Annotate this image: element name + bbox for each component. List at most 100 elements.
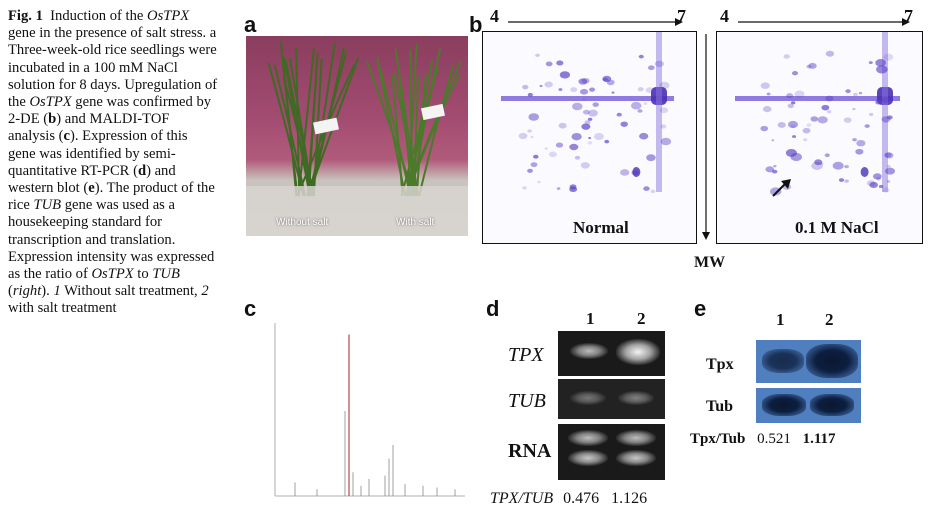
caption-run: e — [88, 180, 95, 197]
gel-spot — [794, 90, 805, 98]
e-ratio-label: Tpx/Tub — [690, 431, 746, 447]
gel-spot — [522, 186, 527, 190]
gel-normal-label: Normal — [573, 218, 629, 237]
e-ratio-2: 1.117 — [802, 431, 836, 447]
gel-streak — [656, 32, 662, 192]
panel-d-letter: d — [486, 296, 500, 321]
rice-leaf — [306, 53, 319, 197]
gel-spot — [866, 180, 876, 187]
gel-spot — [556, 187, 561, 190]
gel-spot — [574, 155, 581, 160]
gel-nacl: 0.1 M NaCl — [716, 31, 923, 244]
ph-start-label-right: 4 — [720, 6, 729, 26]
gel-spot — [539, 84, 543, 87]
gel-spot — [762, 106, 772, 113]
gel-spot — [637, 87, 644, 92]
gel-spot — [558, 122, 567, 129]
mw-axis-label: MW — [694, 254, 726, 271]
caption-run: c — [63, 128, 71, 145]
gel-spot — [886, 180, 891, 183]
d-lane-2: 2 — [637, 309, 646, 328]
gel-spot — [808, 62, 817, 69]
arrow-icon — [772, 179, 791, 197]
gel-spot — [620, 121, 628, 127]
gel-spot — [876, 65, 888, 74]
gel-spot — [544, 81, 553, 88]
d-ratio-2: 1.126 — [611, 490, 648, 507]
rice-plants-illustration — [246, 41, 468, 236]
gel-spot — [881, 116, 891, 123]
gel-spot — [868, 112, 874, 117]
gel-normal: Normal — [482, 31, 697, 244]
gel-streak — [882, 32, 888, 192]
gel-spot — [886, 115, 893, 120]
caption-run: ). Expression of this gene was identifie… — [8, 128, 188, 179]
d-tub-band-1 — [570, 391, 606, 405]
gel-spot — [843, 117, 852, 123]
gel-spot — [803, 138, 808, 142]
gel-spot — [616, 112, 622, 117]
d-rna-band-2a — [616, 430, 656, 446]
gel-spot — [589, 87, 596, 92]
caption-run: gene was confirmed by 2-DE ( — [8, 94, 212, 128]
gel-spot — [856, 139, 866, 147]
e-tub-band-2 — [810, 394, 854, 416]
d-rna-band-1b — [568, 450, 608, 466]
caption-run: OsTPX — [29, 94, 72, 111]
d-tub-gel — [558, 379, 665, 419]
gel-spot — [582, 98, 586, 101]
caption-run: TUB — [33, 197, 62, 214]
panel-e-letter: e — [694, 296, 707, 321]
gel-spot — [592, 102, 599, 107]
rice-leaf — [295, 47, 301, 197]
gel-spot — [852, 138, 857, 142]
gel-spot — [659, 81, 670, 90]
gel-spot — [765, 166, 775, 173]
d-ratio-1: 0.476 — [563, 490, 600, 507]
gel-spot — [773, 164, 777, 168]
gel-spot — [792, 135, 797, 138]
gel-spot — [869, 181, 878, 189]
gel-spot — [884, 152, 892, 158]
gel-spot — [875, 99, 883, 105]
caption-run: Without salt treatment, — [60, 283, 202, 300]
e-lane-1: 1 — [776, 310, 785, 329]
gel-spot — [827, 110, 832, 114]
d-row-tpx: TPX — [508, 344, 544, 366]
ph-end-label-left: 7 — [677, 6, 686, 26]
e-ratio-row: Tpx/Tub 0.521 1.117 — [690, 431, 930, 448]
gel-spot — [588, 109, 598, 117]
e-tub-band-1 — [762, 394, 806, 416]
ph-end-label-right: 7 — [904, 6, 913, 26]
d-row-tub: TUB — [508, 390, 546, 412]
gel-spot — [821, 104, 830, 111]
caption-run: 1 — [53, 283, 61, 300]
gel-spot — [527, 129, 532, 133]
gel-spot — [647, 65, 655, 71]
with-salt-label: With salt — [396, 217, 435, 228]
maldi-tof-spectrum — [265, 318, 470, 516]
e-tub-blot — [756, 388, 861, 423]
e-tpx-band-1 — [762, 349, 804, 373]
gel-spot — [527, 168, 533, 173]
gel-spot — [660, 124, 667, 129]
gel-spot — [883, 53, 894, 61]
e-tpx-blot — [756, 340, 861, 383]
gel-spot — [602, 77, 608, 82]
caption-run: ) and MALDI-TOF analysis ( — [8, 111, 170, 145]
gel-spot — [587, 117, 593, 121]
rice-leaf — [284, 60, 315, 197]
e-ratio-1: 0.521 — [757, 431, 791, 447]
gel-spot — [545, 61, 553, 67]
gel-spot — [527, 92, 533, 97]
e-row-tub: Tub — [706, 398, 733, 415]
caption-run: d — [137, 162, 147, 179]
gel-spot — [786, 93, 794, 99]
gel-spot — [806, 64, 812, 69]
rice-leaf — [282, 64, 298, 197]
gel-spot — [772, 169, 778, 174]
gel-spot — [873, 173, 882, 180]
gel-spot — [632, 167, 641, 177]
caption-run: ). — [41, 283, 54, 300]
rice-seedlings-photo: Without salt With salt — [246, 36, 468, 236]
